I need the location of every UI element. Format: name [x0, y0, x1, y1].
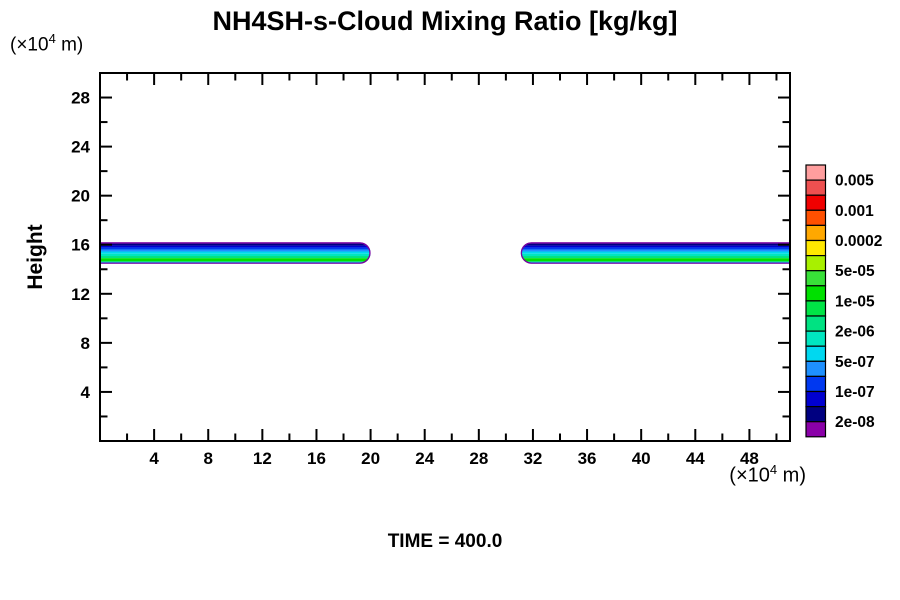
- y-axis-unit-label: (×104 m): [10, 31, 83, 56]
- y-tick-label: 8: [81, 334, 90, 353]
- contour-layer-5e-07: [100, 249, 371, 252]
- y-tick-label: 4: [81, 383, 91, 402]
- x-tick-label: 44: [686, 449, 705, 468]
- colorbar-cell: [805, 315, 827, 332]
- contour-layer-5e-08: [100, 243, 371, 246]
- y-tick-label: 16: [71, 236, 90, 255]
- colorbar-label: 2e-06: [835, 324, 875, 341]
- contour-layer-5e-06: [100, 256, 371, 259]
- x-tick-label: 36: [578, 449, 597, 468]
- colorbar-cell: [805, 330, 827, 347]
- contour-layer-2e-06: [100, 253, 371, 257]
- y-unit-exponent: 4: [48, 31, 56, 46]
- colorbar-cell: [805, 300, 827, 317]
- colorbar-cell: [805, 285, 827, 302]
- contour-layer-1e-06-base: [520, 261, 790, 263]
- contour-layer-2e-07: [520, 247, 790, 250]
- plot-frame: [99, 72, 791, 442]
- cloud-band-right: [520, 242, 790, 264]
- x-tick-label: 20: [361, 449, 380, 468]
- contour-layer-5e-08: [520, 243, 790, 246]
- contour-layer-1e-05: [520, 258, 790, 262]
- colorbar-cell: [805, 270, 827, 287]
- colorbar-label: 0.005: [835, 173, 874, 190]
- contour-layer-1e-07: [100, 245, 371, 248]
- colorbar-label: 0.0002: [835, 233, 882, 250]
- x-tick-label: 16: [307, 449, 326, 468]
- contour-layer-1e-06: [520, 251, 790, 254]
- contour-layer-5e-07: [520, 249, 790, 252]
- colorbar-label: 5e-07: [835, 354, 875, 371]
- colorbar-cell: [805, 345, 827, 362]
- contour-layer-2e-07: [100, 247, 371, 250]
- colorbar-cell: [805, 239, 827, 257]
- x-tick-label: 24: [415, 449, 434, 468]
- x-tick-label: 12: [253, 449, 272, 468]
- cloud-band-left: [100, 242, 371, 264]
- colorbar-cell: [805, 194, 827, 211]
- x-tick-label: 8: [204, 449, 213, 468]
- contour-layer-1e-06: [100, 251, 371, 254]
- colorbar-cell: [805, 375, 827, 393]
- colorbar-label: 0.001: [835, 203, 874, 220]
- x-tick-label: 4: [149, 449, 159, 468]
- x-tick-label: 48: [740, 449, 759, 468]
- colorbar-label: 1e-07: [835, 384, 875, 401]
- chart-title: NH4SH-s-Cloud Mixing Ratio [kg/kg]: [212, 6, 678, 36]
- colorbar-label: 2e-08: [835, 414, 875, 431]
- colorbar-label: 5e-05: [835, 263, 875, 280]
- y-tick-label: 20: [71, 187, 90, 206]
- x-unit-rest: m): [777, 464, 806, 487]
- x-tick-label: 28: [469, 449, 488, 468]
- contour-layer-1e-07: [520, 245, 790, 248]
- y-unit-base: (×10: [10, 34, 49, 56]
- y-unit-rest: m): [55, 34, 84, 56]
- band-outline: [520, 242, 790, 264]
- colorbar-cell: [805, 179, 827, 196]
- cloud-bands: [100, 242, 790, 264]
- colorbar-cell: [805, 360, 827, 377]
- colorbar-cell: [805, 209, 827, 227]
- colorbar-cell: [805, 421, 827, 438]
- contour-layer-1e-05: [100, 258, 371, 262]
- contour-layer-2e-06: [520, 253, 790, 257]
- y-tick-label: 12: [71, 285, 90, 304]
- x-tick-label: 32: [523, 449, 542, 468]
- y-tick-label: 24: [71, 138, 90, 157]
- colorbar-cell: [805, 164, 827, 181]
- contour-layer-1e-06-base: [100, 261, 371, 263]
- y-tick-label: 28: [71, 89, 90, 108]
- colorbar-cell: [805, 406, 827, 423]
- time-annotation: TIME = 400.0: [387, 531, 503, 552]
- colorbar-label: 1e-05: [835, 293, 875, 310]
- x-unit-exponent: 4: [769, 462, 778, 477]
- band-outline: [100, 242, 371, 264]
- x-axis-unit-label: (×104 m): [600, 462, 806, 488]
- colorbar-cell: [805, 390, 827, 408]
- contour-layer-5e-06: [520, 256, 790, 259]
- colorbar-cell: [805, 224, 827, 242]
- x-tick-label: 40: [632, 449, 651, 468]
- colorbar-cell: [805, 255, 827, 272]
- x-unit-base: (×10: [729, 464, 770, 487]
